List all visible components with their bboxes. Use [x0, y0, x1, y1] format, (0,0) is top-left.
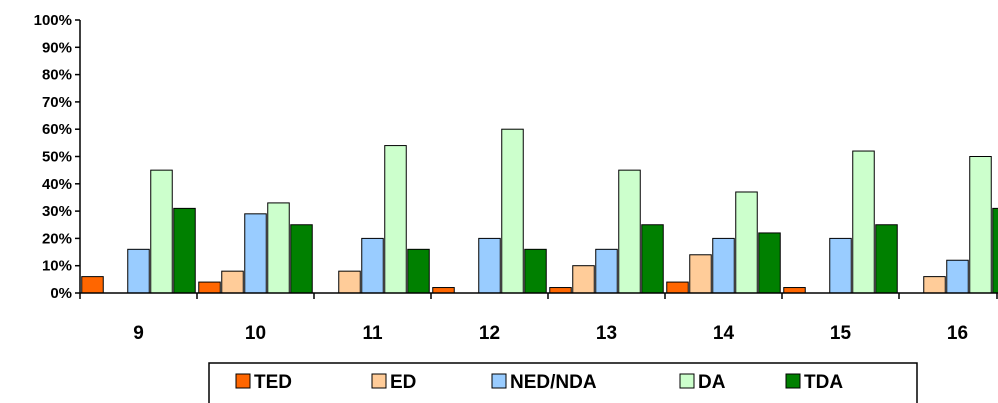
bar-ned-nda-15 — [829, 237, 852, 294]
legend-swatch-da — [679, 373, 695, 389]
x-category-label: 9 — [133, 323, 144, 344]
legend-swatch-ned-nda — [491, 373, 507, 389]
y-tick-label: 80% — [42, 67, 72, 84]
legend-label: TED — [254, 372, 292, 393]
legend-swatch-ted — [235, 373, 251, 389]
bar-ed-16 — [923, 276, 946, 294]
bar-da-15 — [852, 150, 875, 294]
legend-label: TDA — [804, 372, 843, 393]
x-category-label: 15 — [830, 323, 852, 344]
bar-ted-12 — [432, 287, 455, 294]
bar-ned-nda-9 — [127, 248, 150, 294]
bar-ned-nda-13 — [595, 248, 618, 294]
bar-ted-10 — [198, 281, 221, 294]
bar-da-13 — [618, 169, 641, 294]
bar-ted-15 — [783, 287, 806, 294]
y-axis-ticks: 0% 10% 20% 30% 40% 50% 60% 70% 80% 90% 100% — [34, 12, 80, 302]
bar-tda-14 — [758, 232, 781, 294]
legend-label: NED/NDA — [510, 372, 597, 393]
bar-tda-10 — [290, 224, 313, 294]
y-tick-label: 20% — [42, 230, 72, 247]
y-tick-label: 60% — [42, 121, 72, 138]
bar-tda-11 — [407, 248, 430, 294]
y-tick-label: 50% — [42, 149, 72, 166]
x-category-label: 14 — [713, 323, 735, 344]
legend: TED ED NED/NDA DA TDA — [208, 362, 918, 403]
bar-ed-10 — [221, 270, 244, 294]
y-tick-label: 70% — [42, 94, 72, 111]
y-tick-label: 40% — [42, 176, 72, 193]
bar-tda-16 — [992, 207, 998, 294]
bar-da-11 — [384, 145, 407, 294]
bar-ed-13 — [572, 265, 595, 294]
x-category-label: 12 — [479, 323, 500, 344]
bar-da-10 — [267, 202, 290, 294]
bar-ed-11 — [338, 270, 361, 294]
bar-da-16 — [969, 156, 992, 294]
bar-ned-nda-14 — [712, 237, 735, 294]
bar-ned-nda-11 — [361, 237, 384, 294]
x-category-label: 16 — [947, 323, 968, 344]
bars — [81, 128, 998, 294]
bar-ed-14 — [689, 254, 712, 294]
bar-da-14 — [735, 191, 758, 294]
legend-label: ED — [390, 372, 416, 393]
bar-tda-13 — [641, 224, 664, 294]
bar-tda-12 — [524, 248, 547, 294]
bar-ted-14 — [666, 281, 689, 294]
axes — [79, 20, 998, 299]
bar-ned-nda-10 — [244, 213, 267, 294]
bar-ted-9 — [81, 276, 104, 294]
x-category-label: 11 — [362, 323, 383, 344]
bar-da-9 — [150, 169, 173, 294]
legend-label: DA — [698, 372, 726, 393]
bar-ned-nda-12 — [478, 237, 501, 294]
bar-ned-nda-16 — [946, 259, 969, 294]
bar-tda-15 — [875, 224, 898, 294]
legend-swatch-tda — [785, 373, 801, 389]
bar-ted-13 — [549, 287, 572, 294]
y-tick-label: 30% — [42, 203, 72, 220]
y-tick-label: 0% — [50, 285, 72, 302]
x-category-label: 13 — [596, 323, 617, 344]
y-tick-label: 100% — [34, 12, 72, 29]
bar-tda-9 — [173, 207, 196, 294]
y-tick-label: 90% — [42, 39, 72, 56]
y-tick-label: 10% — [42, 258, 72, 275]
legend-swatch-ed — [371, 373, 387, 389]
bar-da-12 — [501, 128, 524, 294]
x-axis-labels: 9 10 11 12 13 14 15 16 — [133, 323, 968, 344]
x-category-label: 10 — [245, 323, 266, 344]
